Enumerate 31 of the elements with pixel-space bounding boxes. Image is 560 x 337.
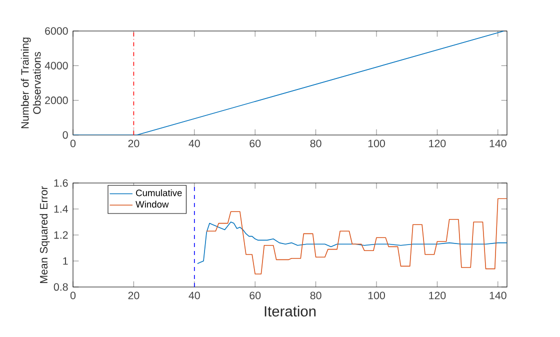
y-axis-title: Mean Squared Error: [40, 186, 50, 284]
x-tick-label: 120: [429, 292, 446, 300]
x-tick-label: 140: [490, 292, 506, 300]
x-tick-label: 20: [128, 292, 140, 300]
y-axis-title: Number of Training Observations: [20, 38, 41, 128]
x-tick-label: 140: [490, 140, 506, 148]
y-tick-label: 4000: [44, 62, 68, 70]
x-tick-label: 20: [128, 140, 140, 148]
legend-label: Cumulative: [136, 189, 182, 196]
x-tick-label: 0: [70, 140, 76, 148]
y-tick-label: 2000: [45, 96, 68, 104]
y-tick-label: 0.8: [54, 283, 68, 291]
x-tick-label: 80: [310, 292, 322, 300]
x-tick-label: 40: [188, 140, 200, 148]
x-tick-label: 120: [429, 140, 446, 148]
x-tick-label: 40: [188, 292, 200, 300]
y-tick-label: 0: [62, 131, 68, 139]
y-tick-label: 1.4: [54, 205, 68, 213]
x-tick-label: 100: [368, 292, 385, 300]
y-tick-label: 1.2: [54, 231, 68, 239]
x-tick-label: 0: [70, 292, 76, 300]
y-tick-label: 6000: [45, 27, 68, 35]
y-tick-label: 1: [63, 257, 68, 265]
x-tick-label: 60: [250, 140, 261, 148]
line-series: [206, 198, 507, 274]
x-axis-title: Iteration: [264, 306, 316, 317]
x-tick-label: 60: [250, 292, 261, 300]
y-tick-label: 1.6: [54, 179, 68, 187]
x-tick-label: 100: [368, 140, 385, 148]
legend-label: Window: [136, 200, 169, 208]
x-tick-label: 80: [310, 140, 322, 148]
